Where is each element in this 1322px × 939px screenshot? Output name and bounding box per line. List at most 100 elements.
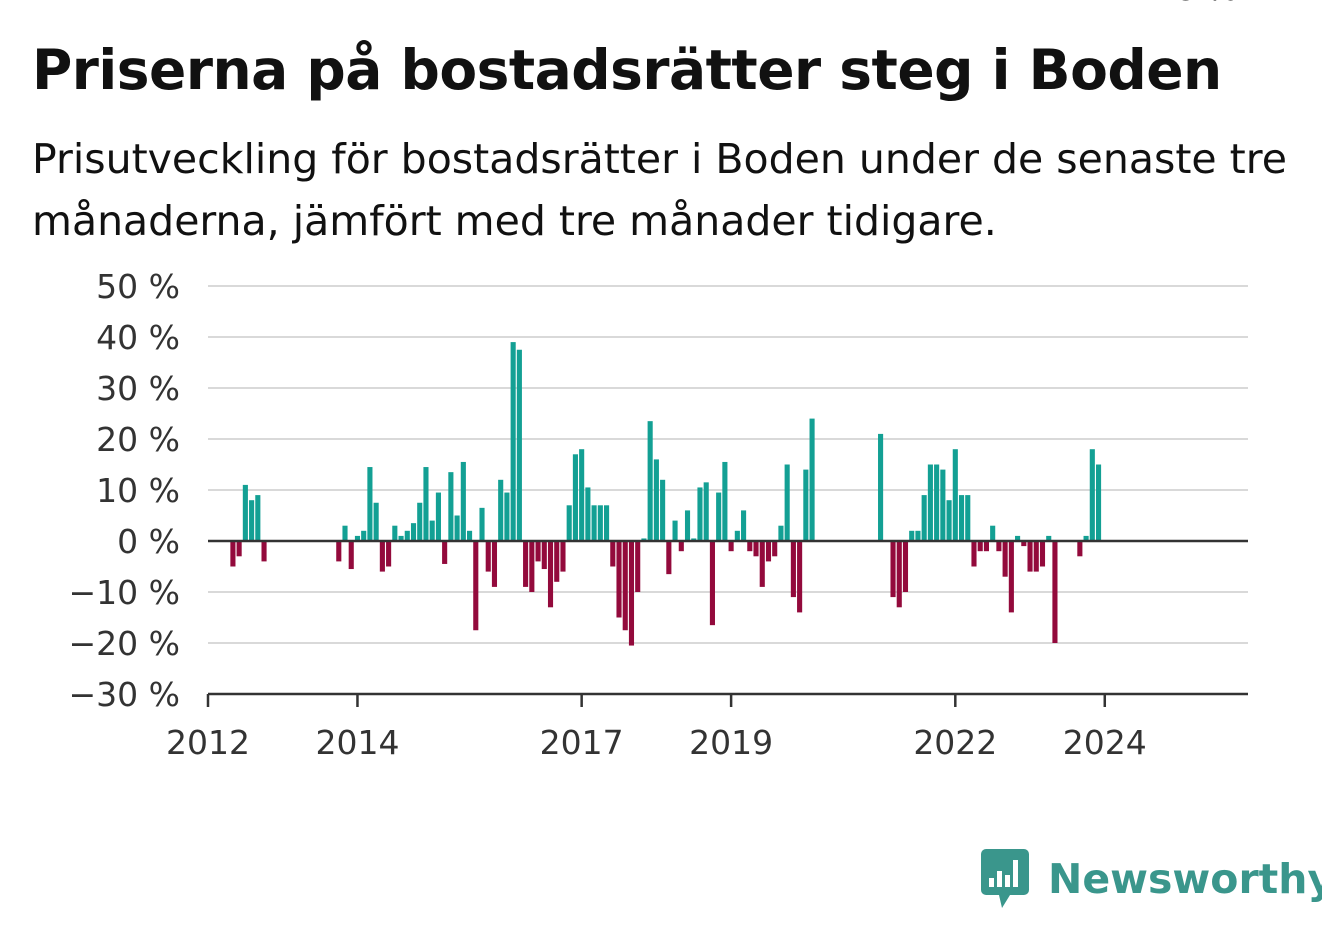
bar-negative (996, 541, 1002, 552)
bar-positive (367, 467, 373, 541)
bar-positive (435, 492, 441, 541)
bar-positive (585, 487, 591, 541)
bar-positive (803, 469, 809, 541)
bar-positive (878, 433, 884, 541)
bar-negative (1052, 541, 1058, 643)
bar-positive (672, 520, 678, 541)
bar-negative (554, 541, 560, 582)
y-tick-label: 10 % (96, 471, 180, 510)
bar-negative (1008, 541, 1014, 613)
bar-negative (547, 541, 554, 608)
bar-positive (479, 507, 485, 541)
bar-negative (236, 541, 242, 557)
bar-negative (1077, 541, 1083, 557)
bar-negative (348, 541, 354, 570)
brand-footer: Newsworthy (980, 848, 1322, 910)
bar-negative (442, 541, 448, 564)
bar-positive (778, 525, 784, 541)
bar-positive (952, 449, 958, 541)
bar-negative (616, 541, 622, 618)
bar-positive (1083, 535, 1089, 541)
bar-negative (902, 541, 909, 592)
bar-positive (915, 530, 921, 541)
bar-positive (990, 525, 996, 541)
chart-title: Priserna på bostadsrätter steg i Boden (32, 38, 1222, 102)
bar-negative (535, 541, 541, 562)
bar-positive (965, 495, 971, 541)
bar-negative (1033, 541, 1039, 572)
x-tick-label: 2012 (166, 723, 250, 762)
bar-positive (1089, 449, 1095, 541)
bar-negative (666, 541, 672, 575)
bar-positive (722, 461, 728, 541)
bar-negative (753, 541, 759, 557)
bar-positive (1046, 535, 1052, 541)
x-tick-label: 2024 (1063, 723, 1147, 762)
bar-negative (678, 541, 684, 552)
x-tick-label: 2019 (689, 723, 773, 762)
x-tick-label: 2014 (315, 723, 399, 762)
bar-negative (1039, 541, 1046, 567)
y-tick-label: 50 % (96, 267, 180, 306)
bar-positive (249, 500, 255, 541)
y-tick-label: 30 % (96, 369, 180, 408)
bar-positive (361, 530, 367, 541)
bar-positive (784, 464, 790, 541)
bar-negative (890, 541, 896, 598)
bar-negative (977, 541, 983, 552)
bar-negative (541, 541, 547, 570)
bar-positive (423, 467, 429, 541)
bar-positive (373, 502, 379, 541)
bar-positive (641, 538, 647, 541)
bar-negative (560, 541, 566, 572)
bar-negative (386, 541, 392, 567)
bar-positive (697, 487, 703, 541)
brand-name: Newsworthy (1048, 855, 1322, 903)
bar-positive (579, 449, 585, 541)
x-tick-label: 2022 (913, 723, 997, 762)
bar-chart: 50 % 40 % 30 % 20 % 10 % 0 % −10 % −20 % −30 % 20… (69, 0, 1248, 762)
bar-positive (653, 459, 659, 541)
bar-negative (1021, 541, 1027, 547)
bar-negative (747, 541, 753, 552)
bar-negative (797, 541, 803, 613)
bar-positive (591, 505, 597, 541)
bar-positive (398, 535, 404, 541)
bar-positive (934, 464, 940, 541)
bar-positive (242, 484, 248, 541)
bar-negative (622, 541, 628, 631)
bar-positive (909, 530, 915, 541)
bar-negative (790, 541, 796, 598)
bar-positive (342, 525, 348, 541)
bar-positive (510, 342, 516, 541)
bar-negative (230, 541, 236, 567)
bar-positive (597, 505, 603, 541)
data-label-latest: 18 % (1154, 0, 1238, 8)
chart-subtitle: Prisutveckling för bostadsrätter i Boden… (32, 135, 1287, 245)
x-tick-label: 2017 (540, 723, 624, 762)
bar-positive (940, 469, 946, 541)
bar-negative (635, 541, 641, 592)
bar-positive (660, 479, 666, 541)
bar-negative (529, 541, 535, 592)
bar-positive (498, 479, 504, 541)
bar-negative (485, 541, 491, 572)
bar-negative (983, 541, 989, 552)
bar-positive (684, 510, 691, 541)
bar-negative (261, 541, 267, 562)
bar-negative (971, 541, 977, 567)
bar-positive (958, 495, 965, 541)
bar-positive (516, 349, 522, 541)
bar-negative (473, 541, 479, 631)
bar-positive (809, 418, 815, 541)
bar-negative (709, 541, 715, 626)
bar-positive (448, 472, 454, 541)
bar-positive (572, 454, 578, 541)
bar-chart-speech-bubble-icon (981, 849, 1029, 908)
bar-positive (255, 495, 261, 541)
bar-positive (927, 464, 933, 541)
bar-positive (691, 538, 697, 541)
bar-positive (354, 535, 361, 541)
bar-negative (765, 541, 772, 562)
bar-negative (772, 541, 778, 557)
